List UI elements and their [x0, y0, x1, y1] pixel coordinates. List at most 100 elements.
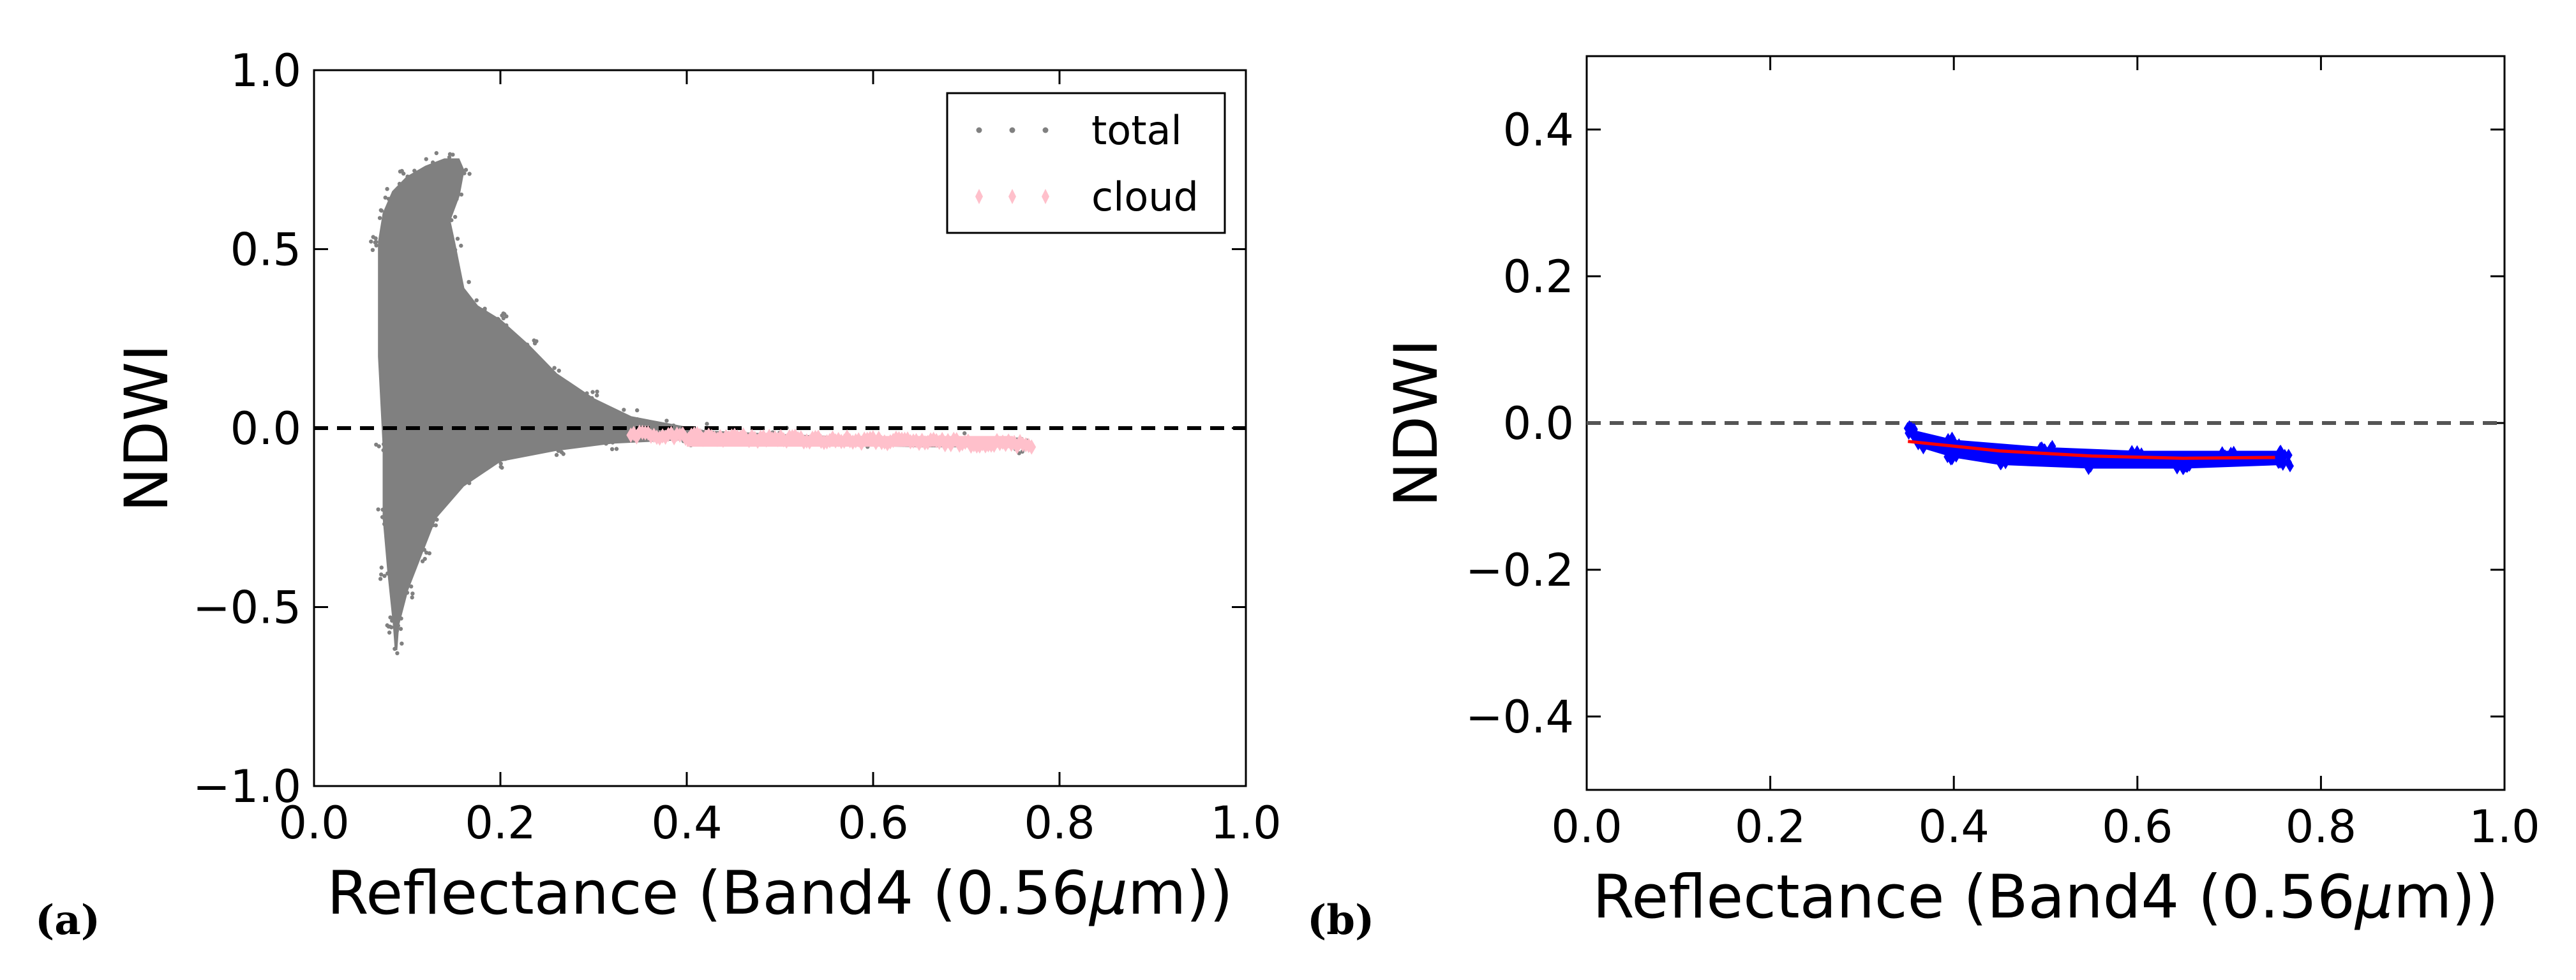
total-point: [388, 561, 393, 565]
total-point: [382, 574, 387, 578]
total-point: [423, 556, 427, 561]
total-point: [401, 587, 406, 592]
x-tick-label: 0.2: [465, 797, 535, 849]
total-point: [445, 164, 450, 169]
total-point: [378, 360, 383, 365]
total-point: [431, 160, 435, 165]
total-point: [463, 168, 468, 172]
cloud-series-band: [687, 436, 1013, 447]
total-point: [503, 457, 507, 461]
total-point: [451, 152, 455, 157]
total-point: [430, 523, 435, 528]
cloud-point: [1998, 456, 2006, 469]
total-point: [467, 172, 472, 176]
legend-marker-total: [976, 127, 982, 133]
total-point: [454, 479, 458, 484]
total-point: [453, 248, 458, 252]
total-point: [386, 520, 391, 524]
total-point: [590, 396, 594, 401]
total-point: [635, 408, 640, 413]
x-tick-label: 0.0: [278, 797, 349, 849]
total-point: [398, 590, 403, 594]
y-tick-label: 0.2: [1503, 251, 1574, 303]
total-series-region: [378, 158, 1024, 650]
cloud-point: [2218, 446, 2226, 459]
total-point: [453, 214, 458, 219]
y-tick-label: 0.0: [230, 403, 301, 455]
total-point: [382, 516, 387, 521]
chart-b: 0.0 0.2 0.4 0.6 0.8 1.0 −0.4 −0.2 0.0 0.2 0.4 Refle…: [1382, 55, 2540, 932]
y-tick-label: −1.0: [193, 761, 301, 813]
cloud-point: [2185, 459, 2194, 472]
total-point: [595, 393, 599, 397]
x-tick-label: 0.8: [1024, 797, 1095, 849]
total-point: [462, 475, 467, 480]
total-point: [379, 565, 384, 570]
total-point: [457, 170, 461, 174]
total-point: [561, 452, 565, 456]
total-point: [400, 581, 404, 586]
x-tick-label: 0.4: [651, 797, 722, 849]
total-point: [416, 551, 421, 555]
legend-label-cloud: cloud: [1091, 174, 1199, 220]
total-point: [552, 366, 557, 370]
total-point: [498, 464, 503, 469]
total-point: [436, 162, 440, 167]
total-point: [435, 517, 439, 522]
y-tick-label: −0.4: [1465, 691, 1574, 743]
total-point: [429, 163, 433, 168]
y-tick-label: 0.0: [1503, 397, 1574, 450]
total-point: [553, 378, 557, 382]
total-point: [391, 565, 396, 570]
cloud-point: [2133, 445, 2141, 458]
total-point: [622, 408, 626, 412]
total-point: [532, 338, 536, 343]
total-point: [389, 211, 394, 216]
total-point: [395, 651, 400, 655]
total-point: [458, 288, 462, 292]
total-point: [450, 189, 454, 193]
plot-frame: [1585, 55, 2506, 791]
total-point: [550, 443, 554, 449]
total-point: [491, 325, 496, 329]
legend-marker-total: [1009, 127, 1015, 133]
total-point: [422, 547, 426, 552]
total-point: [504, 323, 509, 328]
x-tick-label: 0.4: [1919, 801, 1989, 853]
cloud-point: [2085, 462, 2093, 475]
total-point: [369, 239, 373, 244]
total-point: [590, 405, 594, 409]
total-point: [467, 481, 472, 486]
total-point: [560, 441, 565, 445]
total-point: [501, 311, 505, 316]
total-point: [384, 443, 389, 448]
cloud-point: [2128, 445, 2136, 458]
total-point: [386, 571, 390, 575]
cloud-point: [2284, 456, 2293, 469]
total-point: [449, 218, 454, 223]
y-tick-label: 0.5: [230, 224, 301, 276]
total-point: [405, 590, 410, 595]
total-point: [371, 235, 375, 239]
total-point: [394, 620, 399, 625]
cloud-point: [1027, 439, 1037, 455]
x-tick-label: 0.6: [2102, 801, 2173, 853]
total-point: [483, 306, 487, 311]
total-point: [416, 554, 420, 560]
total-point: [590, 390, 595, 394]
total-point: [379, 572, 384, 577]
total-point: [431, 508, 436, 512]
total-point: [447, 155, 452, 160]
total-point: [424, 172, 429, 177]
cloud-point: [2274, 456, 2282, 470]
total-point: [378, 577, 383, 581]
total-point: [553, 373, 558, 378]
total-point: [585, 391, 589, 396]
total-point: [492, 450, 497, 455]
chart-a: 0.0 0.2 0.4 0.6 0.8 1.0 −1.0 −0.5 0.0 0.5 1.0 Refle…: [112, 45, 1282, 928]
total-point: [397, 181, 402, 186]
total-point: [467, 279, 471, 285]
total-point: [388, 615, 393, 620]
total-point: [410, 595, 414, 600]
